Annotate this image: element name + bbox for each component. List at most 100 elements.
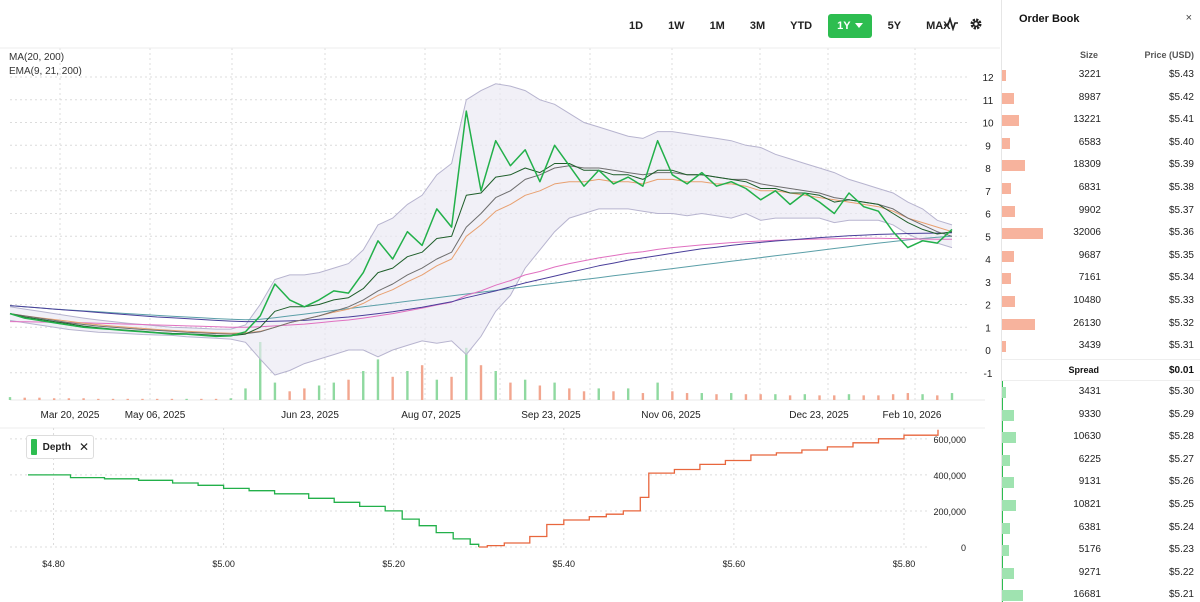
bid-row[interactable]: 5176 $5.23 — [1002, 540, 1200, 562]
pulse-icon[interactable] — [943, 16, 959, 34]
volume-bar — [420, 365, 424, 400]
close-icon[interactable]: × — [1185, 12, 1192, 24]
x-tick-label: Sep 23, 2025 — [521, 410, 581, 421]
volume-bars — [8, 342, 954, 400]
ask-row[interactable]: 3221 $5.43 — [1002, 65, 1200, 87]
bid-size-bar — [1002, 545, 1009, 557]
ask-price: $5.39 — [1168, 159, 1194, 171]
series-line-ema21 — [9, 178, 953, 334]
volume-bar — [155, 398, 159, 400]
ask-row[interactable]: 9687 $5.35 — [1002, 246, 1200, 268]
ema-indicator-label[interactable]: EMA(9, 21, 200) — [9, 66, 82, 77]
ask-price: $5.41 — [1168, 114, 1194, 126]
ask-row[interactable]: 13221 $5.41 — [1002, 110, 1200, 132]
bid-row[interactable]: 6225 $5.27 — [1002, 450, 1200, 472]
depth-color-swatch — [31, 439, 37, 455]
depth-x-tick-label: $5.20 — [382, 559, 405, 569]
timeframe-button-1m[interactable]: 1M — [709, 20, 725, 32]
ask-price: $5.34 — [1168, 272, 1194, 284]
volume-bar — [317, 385, 321, 400]
ask-row[interactable]: 6831 $5.38 — [1002, 178, 1200, 200]
depth-badge: Depth ✕ — [26, 435, 94, 459]
volume-bar — [244, 388, 247, 400]
bid-row[interactable]: 10821 $5.25 — [1002, 495, 1200, 517]
ask-price: $5.35 — [1168, 249, 1194, 261]
depth-x-tick-label: $5.40 — [553, 559, 576, 569]
gear-icon[interactable] — [969, 17, 983, 34]
volume-bar — [641, 393, 645, 400]
ask-row[interactable]: 18309 $5.39 — [1002, 155, 1200, 177]
bid-price: $5.27 — [1168, 453, 1194, 465]
ma-indicator-label[interactable]: MA(20, 200) — [9, 52, 65, 63]
bid-row[interactable]: 9271 $5.22 — [1002, 563, 1200, 585]
ask-row[interactable]: 3439 $5.31 — [1002, 336, 1200, 358]
y-tick-label: 4 — [985, 255, 991, 266]
timeframe-button-5y[interactable]: 5Y — [887, 20, 902, 32]
timeframe-button-max[interactable]: MAX — [926, 20, 951, 32]
bid-row[interactable]: 3431 $5.30 — [1002, 382, 1200, 404]
timeframe-button-1y[interactable]: 1Y — [828, 14, 872, 38]
ask-size-bar — [1002, 341, 1006, 353]
depth-close-icon[interactable]: ✕ — [78, 440, 89, 454]
bid-price: $5.28 — [1168, 431, 1194, 443]
bid-row[interactable]: 9131 $5.26 — [1002, 472, 1200, 494]
ask-row[interactable]: 26130 $5.32 — [1002, 314, 1200, 336]
ask-size: 9902 — [1078, 204, 1101, 216]
ask-size: 32006 — [1073, 227, 1101, 239]
volume-bar — [759, 394, 762, 400]
volume-bar — [38, 397, 41, 400]
ask-size: 3439 — [1078, 340, 1101, 352]
bollinger-fill — [10, 83, 952, 376]
volume-bar — [730, 393, 733, 400]
y-tick-label: 3 — [985, 278, 991, 289]
volume-bar — [362, 371, 365, 400]
timeframe-button-1w[interactable]: 1W — [668, 20, 685, 32]
size-column-header: Size — [1079, 50, 1098, 60]
timeframe-button-ytd[interactable]: YTD — [790, 20, 813, 32]
volume-bar — [185, 398, 188, 400]
order-book-title: Order Book — [1019, 13, 1080, 25]
ask-row[interactable]: 7161 $5.34 — [1002, 268, 1200, 290]
y-tick-label: 10 — [982, 119, 994, 130]
ask-row[interactable]: 10480 $5.33 — [1002, 291, 1200, 313]
ask-row[interactable]: 6583 $5.40 — [1002, 133, 1200, 155]
bid-row[interactable]: 9330 $5.29 — [1002, 405, 1200, 427]
ask-size-bar — [1002, 115, 1019, 127]
ask-size-bar — [1002, 273, 1011, 285]
bid-size: 6225 — [1078, 453, 1101, 465]
volume-bar — [803, 394, 807, 400]
ask-size: 6583 — [1078, 136, 1101, 148]
depth-x-tick-label: $5.00 — [212, 559, 235, 569]
ask-price: $5.36 — [1168, 227, 1194, 239]
bid-row[interactable]: 10630 $5.28 — [1002, 427, 1200, 449]
bid-size-bar — [1002, 409, 1014, 421]
volume-bar — [406, 371, 409, 400]
bid-price: $5.24 — [1168, 521, 1194, 533]
depth-y-tick-label: 600,000 — [933, 435, 966, 445]
bid-size: 9330 — [1078, 408, 1101, 420]
volume-bar — [509, 382, 512, 400]
ask-size-bar — [1002, 250, 1014, 262]
timeframe-button-1d[interactable]: 1D — [629, 20, 644, 32]
ask-row[interactable]: 32006 $5.36 — [1002, 223, 1200, 245]
bid-row[interactable]: 6381 $5.24 — [1002, 518, 1200, 540]
volume-bar — [936, 395, 939, 400]
spread-value: $0.01 — [1168, 365, 1194, 376]
volume-bar — [582, 391, 586, 400]
ask-row[interactable]: 9902 $5.37 — [1002, 201, 1200, 223]
bid-size-bar — [1002, 567, 1014, 579]
ask-row[interactable]: 8987 $5.42 — [1002, 88, 1200, 110]
volume-bar — [494, 371, 497, 400]
bid-size-bar — [1002, 432, 1016, 444]
ask-size-bar — [1002, 70, 1006, 81]
volume-bar — [82, 398, 85, 400]
y-tick-label: 5 — [985, 232, 991, 243]
bid-row[interactable]: 16681 $5.21 — [1002, 585, 1200, 602]
y-tick-label: 2 — [985, 301, 991, 312]
volume-bar — [818, 395, 821, 400]
bollinger-band — [9, 83, 953, 376]
series-line-ma200 — [9, 232, 953, 323]
timeframe-button-3m[interactable]: 3M — [749, 20, 766, 32]
spread-label: Spread — [1068, 365, 1099, 375]
